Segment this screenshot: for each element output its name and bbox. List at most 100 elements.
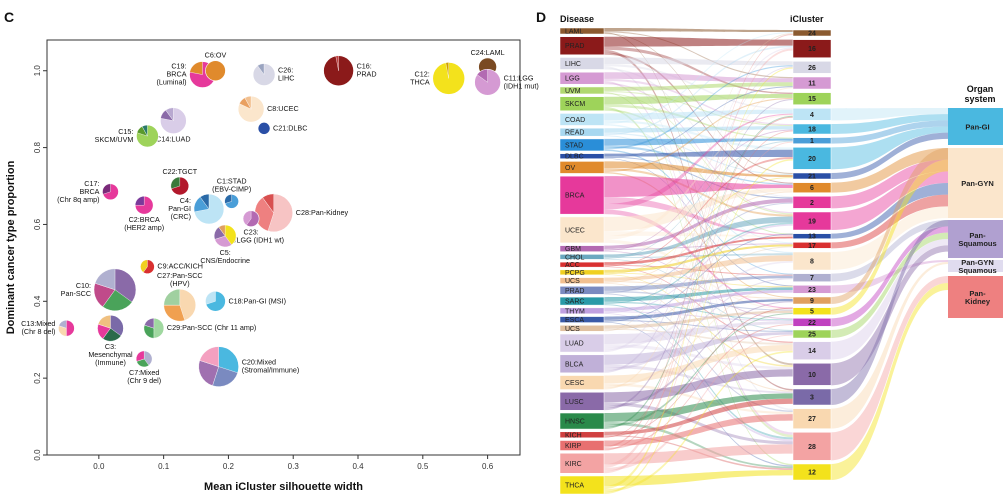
bubble-label: C24:LAML — [471, 48, 505, 57]
disease-node: KICH — [559, 431, 605, 439]
organ-node-label: Pan-GYN Squamous — [958, 258, 996, 275]
bubble-label-line: (Chr 8 del) — [21, 327, 55, 336]
organ-header-line: Organ — [967, 84, 994, 94]
disease-node-bar — [559, 286, 605, 295]
disease-cluster-flow — [604, 97, 793, 172]
disease-node-bar — [559, 245, 605, 252]
cluster-node: 19 — [792, 211, 832, 231]
organ-node: Pan-Kidney — [948, 276, 1003, 318]
cluster-organ-flow — [831, 260, 948, 294]
disease-cluster-flow — [604, 99, 793, 411]
disease-node: OV — [559, 161, 605, 174]
organ-system-column-header: Organ system — [964, 84, 995, 104]
disease-node-label: CHOL — [565, 254, 585, 261]
cluster-organ-flow — [831, 220, 948, 405]
cluster-node-label: 28 — [808, 444, 816, 451]
disease-node-label: THCA — [565, 483, 584, 490]
disease-node-bar — [559, 127, 605, 137]
bubble-label: C4: Pan-GI (CRC) — [168, 196, 191, 221]
organ-node-label: Pan-GI — [965, 123, 989, 132]
disease-cluster-flow — [604, 244, 793, 273]
disease-cluster-flow — [604, 129, 793, 251]
bubble: C29:Pan-SCC (Chr 11 amp) — [143, 317, 256, 339]
cluster-node-label: 5 — [810, 309, 814, 316]
disease-cluster-flow — [604, 82, 793, 214]
organ-label-line: Kidney — [965, 297, 991, 306]
disease-cluster-flow — [604, 86, 793, 159]
pie-slice — [58, 319, 67, 329]
disease-cluster-flow — [604, 285, 793, 388]
pie-slice — [170, 176, 181, 190]
disease-cluster-flow — [604, 78, 793, 126]
cluster-node: 1 — [792, 137, 832, 145]
cluster-node-bar — [792, 76, 832, 90]
disease-node-bar — [559, 27, 605, 35]
bubble-label-line: C17: — [84, 179, 99, 188]
organ-node-bar — [948, 220, 1003, 258]
cluster-node-bar — [792, 318, 832, 327]
bubble: C23: GBM/LGG (IDH1 wt) — [218, 210, 284, 245]
bubble: C13:Mixed (Chr 8 del) — [21, 319, 75, 337]
disease-cluster-flow — [604, 202, 793, 294]
bubble-label-line: C27:Pan-SCC — [157, 271, 203, 280]
bubble: C17: BRCA (Chr 8q amp) — [57, 179, 119, 204]
disease-node: SARC — [559, 296, 605, 306]
bubble-label-line: C6:OV — [205, 51, 227, 60]
disease-node: ACC — [559, 261, 605, 269]
bubble-label: C6:OV — [205, 51, 227, 60]
disease-node-label: CESC — [565, 380, 584, 387]
disease-cluster-flow — [604, 52, 793, 184]
disease-node: SKCM — [559, 96, 605, 111]
cluster-node-label: 22 — [808, 320, 816, 327]
disease-cluster-flow — [604, 301, 793, 321]
disease-node-bar — [559, 36, 605, 55]
cluster-node-bar — [792, 408, 832, 429]
bubble-label-line: (EBV-CIMP) — [212, 184, 251, 193]
x-tick-label: 0.6 — [482, 462, 494, 471]
organ-node: Pan-GYN Squamous — [948, 258, 1003, 275]
disease-cluster-flow — [604, 282, 793, 392]
disease-node: LUAD — [559, 333, 605, 353]
cluster-node-bar — [792, 363, 832, 386]
bubble-label-line: C22:TGCT — [162, 167, 197, 176]
disease-node-label: STAD — [565, 142, 583, 149]
disease-node: STAD — [559, 138, 605, 152]
disease-cluster-flow — [604, 236, 793, 265]
disease-node-label: OV — [565, 165, 575, 172]
cluster-node: 18 — [792, 123, 832, 135]
cluster-node-label: 16 — [808, 46, 816, 53]
disease-cluster-flow — [604, 66, 793, 373]
cluster-node-bar — [792, 307, 832, 315]
pie-slice — [141, 124, 148, 137]
disease-cluster-flow — [604, 65, 793, 150]
bubble-label-line: C19: — [171, 62, 186, 71]
disease-node-bar — [559, 138, 605, 152]
disease-cluster-flow — [604, 224, 793, 314]
pie-slice — [144, 317, 155, 329]
cluster-node: 3 — [792, 388, 832, 406]
disease-cluster-flow — [604, 120, 793, 150]
disease-cluster-flow — [604, 197, 793, 236]
bubble: C10: Pan-SCC — [61, 268, 137, 312]
cluster-node: 7 — [792, 273, 832, 282]
disease-cluster-flow — [604, 87, 793, 390]
bubble-circle — [257, 122, 271, 135]
cluster-node: 11 — [792, 76, 832, 90]
disease-node-label: READ — [565, 130, 584, 137]
bubble-label: C12: THCA — [410, 69, 430, 86]
disease-cluster-flow — [604, 310, 793, 329]
disease-cluster-flow — [604, 104, 793, 139]
cluster-node-label: 27 — [808, 416, 816, 423]
cluster-node: 8 — [792, 251, 832, 271]
disease-node-bar — [559, 375, 605, 390]
pie-slice — [205, 291, 216, 305]
disease-cluster-flow — [604, 312, 793, 428]
disease-cluster-flow — [604, 57, 793, 66]
disease-node-bar — [559, 261, 605, 268]
disease-node-label: UVM — [565, 88, 581, 95]
cluster-node-bar — [792, 233, 832, 239]
pie-slice — [140, 259, 148, 273]
pie-slice — [189, 61, 203, 75]
